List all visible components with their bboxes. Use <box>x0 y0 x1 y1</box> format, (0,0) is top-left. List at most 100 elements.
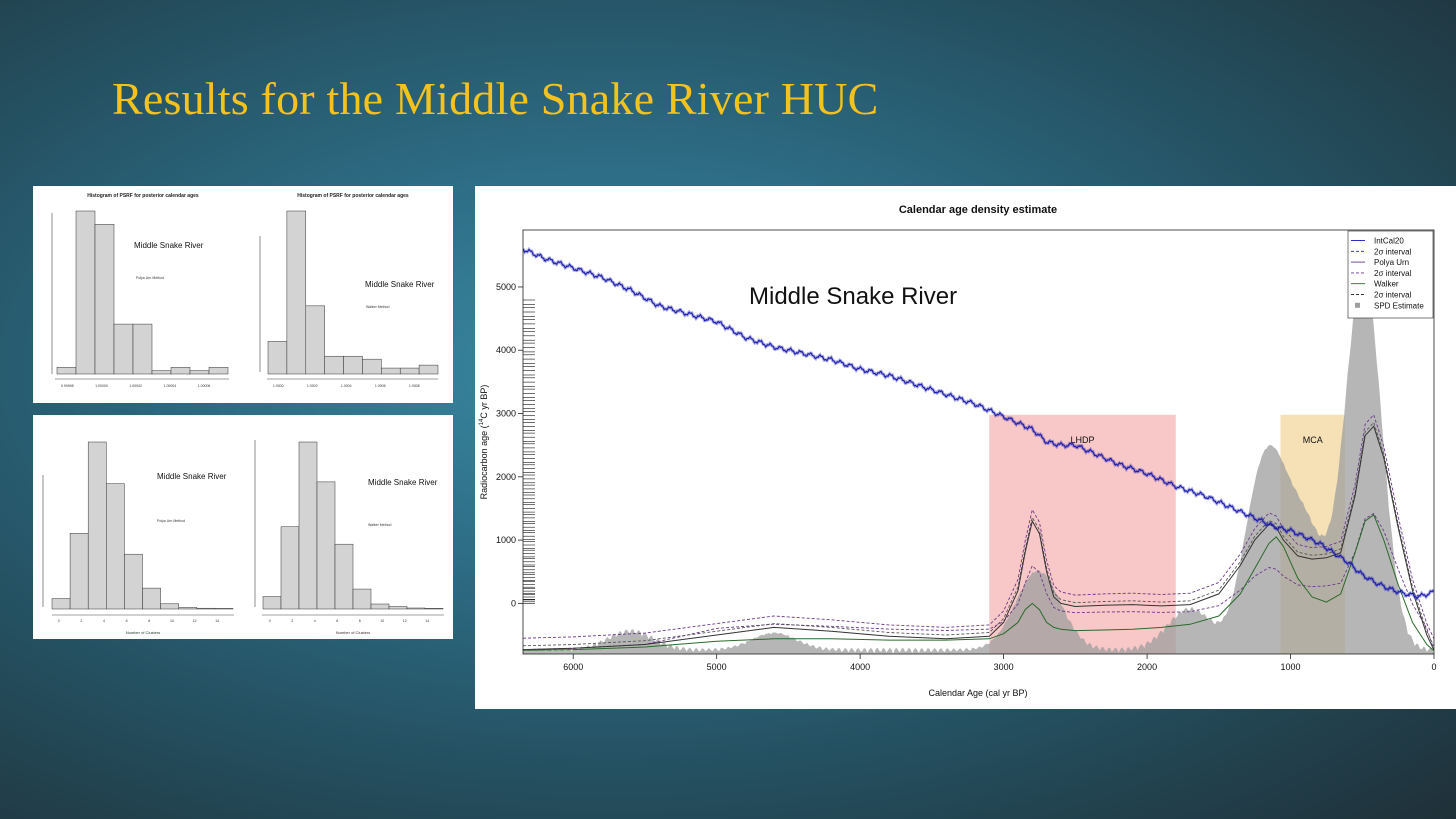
x-axis-ticks: 6000 5000 4000 3000 2000 1000 0 <box>563 654 1437 672</box>
hist-clusters-walker-bar <box>334 543 354 610</box>
y-tick-label: 5000 <box>496 282 516 292</box>
plot-area: LHDP MCA <box>523 246 1434 654</box>
density-lines <box>523 413 1434 652</box>
hist-psrf-walker-bar <box>362 358 382 375</box>
hist-psrf-polya-title: Histogram of PSRF for posterior calendar… <box>87 193 199 199</box>
legend-label: 2σ interval <box>1374 269 1412 278</box>
hist-clusters-walker-annotation: Middle Snake River <box>368 478 438 487</box>
chart-annotation: Middle Snake River <box>749 283 957 310</box>
hist-psrf-walker-method: Walker Method <box>366 305 389 309</box>
region-label-mca: MCA <box>1303 435 1323 445</box>
hist-psrf-walker-bar <box>381 367 401 375</box>
x-tick-label: 5000 <box>707 662 727 672</box>
hist-psrf-polya-bar <box>132 323 153 375</box>
hist-clusters-walker-bars <box>262 441 444 610</box>
hist-clusters-polya-bars <box>51 441 234 610</box>
legend-label: 2σ interval <box>1374 247 1412 256</box>
ylabel-pre: Radiocarbon age ( <box>479 425 489 499</box>
hist-psrf-polya-bar <box>170 367 191 375</box>
hist-psrf-polya-bar <box>113 323 134 375</box>
y-tick-label: 1000 <box>496 535 516 545</box>
legend-label: 2σ interval <box>1374 291 1412 300</box>
hist-psrf-polya-bar <box>189 370 210 375</box>
hist-psrf-walker-bar <box>286 210 307 375</box>
hist-clusters-walker-tick-label: 2 <box>291 619 293 623</box>
hist-psrf-polya-method: Polya Urn Method <box>136 276 164 280</box>
y-axis-ticks: 0 1000 2000 3000 4000 5000 <box>496 282 523 608</box>
hist-psrf-walker-bar <box>399 367 420 375</box>
hist-clusters-walker-bar <box>424 608 444 610</box>
plot-frame <box>522 229 1435 655</box>
hist-clusters-walker-bar <box>352 588 372 610</box>
hist-psrf-walker-tick-label: 1.0002 <box>307 384 318 388</box>
hist-clusters-polya-bar <box>196 607 216 610</box>
spd-estimate <box>523 272 1434 654</box>
polya-interval-upper <box>523 413 1434 639</box>
walker-line <box>523 514 1434 652</box>
chart-title: Calendar age density estimate <box>899 204 1057 216</box>
x-tick-label: 6000 <box>563 662 583 672</box>
y-tick-label: 4000 <box>496 345 516 355</box>
hist-clusters-polya-bar <box>69 533 89 610</box>
hist-clusters-polya-bar <box>106 483 125 610</box>
slide-title: Results for the Middle Snake River HUC <box>112 73 879 124</box>
hist-clusters-polya-bar <box>214 608 234 610</box>
y-tick-label: 2000 <box>496 472 516 482</box>
hist-psrf-polya-tick-label: 0.99998 <box>61 384 74 388</box>
hist-clusters-polya-x-ticks: 0 2 4 6 8 10 12 14 <box>58 619 219 623</box>
hist-clusters-polya-tick-label: 4 <box>103 619 105 623</box>
hist-clusters-walker-bar <box>406 607 426 610</box>
hist-psrf-polya-tick-label: 1.00006 <box>198 384 211 388</box>
hist-clusters-walker-tick-label: 10 <box>380 619 384 623</box>
legend-label: Polya Urn <box>1374 258 1409 267</box>
cluster-histograms-svg: 0 2 4 6 8 10 12 14 Number of Clusters Middle Sn… <box>42 440 444 635</box>
hist-psrf-walker-bar <box>267 341 288 375</box>
hist-clusters-walker-tick-label: 6 <box>336 619 338 623</box>
legend-label: SPD Estimate <box>1374 301 1424 310</box>
cluster-histograms-panel: 0 2 4 6 8 10 12 14 Number of Clusters Middle Sn… <box>33 415 453 639</box>
hist-clusters-polya-annotation: Middle Snake River <box>157 472 227 481</box>
hist-psrf-polya-bars <box>56 210 229 375</box>
hist-psrf-polya: Histogram of PSRF for posterior calendar… <box>51 193 229 388</box>
hist-clusters-polya-tick-label: 14 <box>215 619 219 623</box>
legend-label: Walker <box>1374 280 1399 289</box>
hist-psrf-walker-tick-label: 1.0000 <box>273 384 284 388</box>
hist-psrf-walker-tick-label: 1.0008 <box>409 384 420 388</box>
hist-clusters-polya-tick-label: 2 <box>80 619 82 623</box>
hist-clusters-polya-tick-label: 8 <box>148 619 150 623</box>
hist-clusters-walker-bar <box>298 441 318 610</box>
hist-clusters-walker-bar <box>280 526 300 610</box>
hist-clusters-walker-tick-label: 8 <box>359 619 361 623</box>
hist-psrf-walker-annotation: Middle Snake River <box>365 280 435 289</box>
chart-ylabel: Radiocarbon age (14C yr BP) <box>479 385 489 500</box>
hist-psrf-polya-bar <box>208 367 229 375</box>
hist-clusters-walker-bar <box>316 481 336 610</box>
hist-clusters-polya-bar <box>51 598 71 610</box>
hist-clusters-polya-bar <box>178 607 198 610</box>
hist-psrf-walker-x-ticks: 1.0000 1.0002 1.0004 1.0006 1.0008 <box>273 384 420 388</box>
hist-psrf-polya-annotation: Middle Snake River <box>134 241 204 250</box>
hist-clusters-walker-bar <box>262 596 282 610</box>
hist-clusters-polya-xlabel: Number of Clusters <box>126 630 160 635</box>
hist-psrf-polya-tick-label: 1.00002 <box>129 384 142 388</box>
ylabel-post: C yr BP) <box>479 385 489 419</box>
hist-psrf-walker: Histogram of PSRF for posterior calendar… <box>259 193 439 388</box>
hist-clusters-walker-xlabel: Number of Clusters <box>336 630 370 635</box>
x-tick-label: 3000 <box>994 662 1014 672</box>
hist-clusters-walker-bar <box>388 606 408 610</box>
hist-clusters-polya-method: Polya Urn Method <box>157 519 185 523</box>
hist-psrf-walker-bar <box>418 364 439 375</box>
hist-psrf-polya-tick-label: 1.00000 <box>95 384 108 388</box>
density-chart-svg: Calendar age density estimate LHDP MCA 60… <box>479 204 1437 698</box>
legend-swatch <box>1355 302 1360 308</box>
chart-xlabel: Calendar Age (cal yr BP) <box>928 688 1027 698</box>
hist-psrf-walker-bars <box>267 210 439 375</box>
hist-clusters-walker: 0 2 4 6 8 10 12 14 Number of Clusters Middle Sn… <box>254 440 444 635</box>
hist-psrf-walker-tick-label: 1.0006 <box>375 384 386 388</box>
hist-clusters-polya-tick-label: 10 <box>170 619 174 623</box>
hist-clusters-walker-method: Walker Method <box>368 523 391 527</box>
hist-clusters-walker-bar <box>370 603 390 610</box>
hist-clusters-walker-tick-label: 4 <box>314 619 316 623</box>
hist-psrf-walker-tick-label: 1.0004 <box>341 384 352 388</box>
psrf-histograms-panel: Histogram of PSRF for posterior calendar… <box>33 186 453 403</box>
